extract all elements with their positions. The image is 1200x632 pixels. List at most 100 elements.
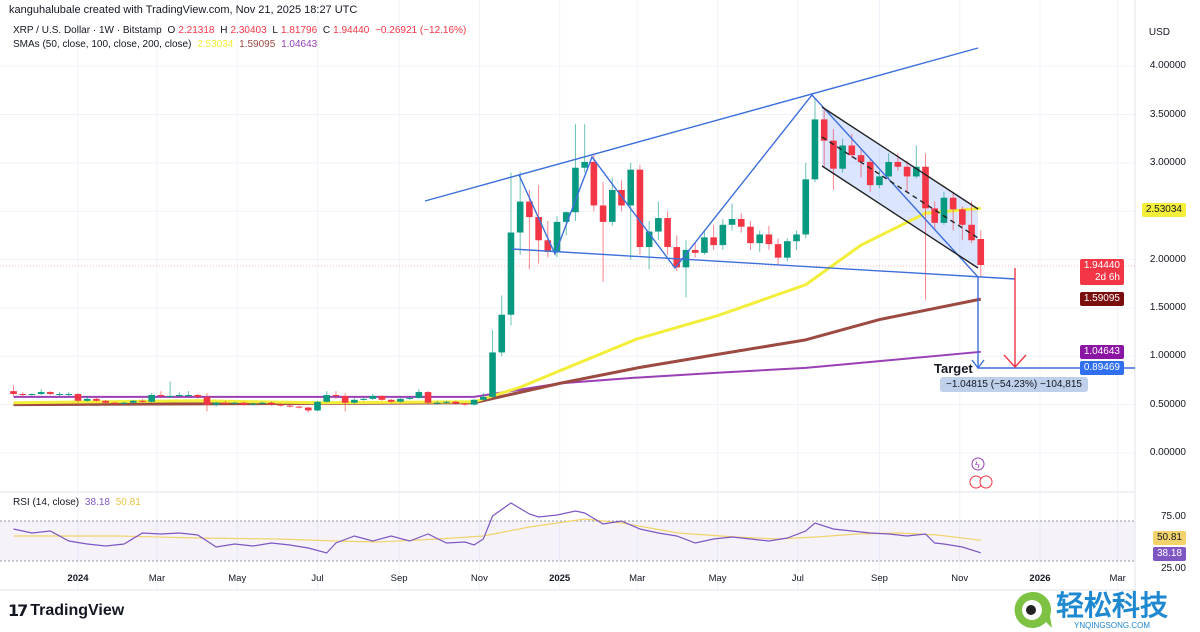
candle[interactable]	[480, 393, 487, 401]
candle[interactable]	[940, 191, 948, 225]
channel-lower[interactable]	[821, 165, 979, 269]
candle[interactable]	[526, 189, 533, 270]
candle[interactable]	[977, 230, 985, 278]
candle[interactable]	[489, 330, 496, 398]
candle[interactable]	[784, 238, 791, 262]
candle[interactable]	[747, 220, 754, 250]
candle[interactable]	[931, 201, 939, 231]
candle[interactable]	[470, 398, 478, 406]
candle[interactable]	[737, 213, 745, 233]
candle[interactable]	[378, 394, 386, 401]
candle[interactable]	[627, 162, 635, 260]
candle[interactable]	[682, 240, 690, 298]
candle[interactable]	[369, 394, 377, 400]
candle[interactable]	[452, 400, 459, 405]
candle[interactable]	[166, 381, 174, 398]
candle[interactable]	[295, 405, 303, 409]
candle[interactable]	[47, 391, 54, 395]
candle[interactable]	[599, 182, 607, 282]
neckline[interactable]	[511, 248, 1016, 280]
candle[interactable]	[756, 230, 763, 252]
candle[interactable]	[433, 400, 441, 405]
candle[interactable]	[839, 138, 846, 173]
candle[interactable]	[19, 392, 27, 397]
sma50-line[interactable]	[13, 206, 981, 405]
candle[interactable]	[912, 145, 920, 179]
candle[interactable]	[74, 393, 82, 403]
candle[interactable]	[701, 230, 708, 255]
candle[interactable]	[581, 124, 588, 173]
candle[interactable]	[572, 124, 579, 221]
candle[interactable]	[811, 99, 819, 183]
candle[interactable]	[959, 206, 966, 241]
candle[interactable]	[37, 389, 45, 395]
candle[interactable]	[424, 391, 432, 404]
candle[interactable]	[765, 225, 773, 250]
candle[interactable]	[922, 153, 929, 301]
candle[interactable]	[645, 220, 653, 270]
candle[interactable]	[830, 129, 837, 190]
candle[interactable]	[194, 394, 202, 399]
candle[interactable]	[360, 397, 367, 401]
candle[interactable]	[498, 295, 506, 357]
candle[interactable]	[968, 201, 975, 244]
rsi-ma-line[interactable]	[13, 518, 981, 543]
candle[interactable]	[120, 401, 128, 405]
candle[interactable]	[461, 402, 469, 406]
candle[interactable]	[305, 406, 312, 413]
candle[interactable]	[139, 398, 146, 403]
channel-mid[interactable]	[821, 136, 979, 239]
candle[interactable]	[553, 216, 561, 258]
candle[interactable]	[314, 400, 321, 412]
candle[interactable]	[111, 401, 119, 405]
candle[interactable]	[710, 224, 717, 250]
candle[interactable]	[277, 403, 284, 407]
candle[interactable]	[793, 230, 800, 250]
measure-label[interactable]: −1.04815 (−54.23%) −104,815	[940, 377, 1088, 392]
candle[interactable]	[507, 172, 515, 326]
channel-upper[interactable]	[821, 106, 979, 210]
candle[interactable]	[802, 162, 810, 239]
candle[interactable]	[443, 400, 450, 404]
candle[interactable]	[286, 404, 294, 408]
candle[interactable]	[949, 191, 957, 231]
candle[interactable]	[876, 170, 883, 189]
candle[interactable]	[691, 242, 699, 258]
us-flag-icon-2[interactable]	[979, 475, 993, 489]
candle[interactable]	[129, 399, 137, 404]
rsi-line[interactable]	[13, 502, 981, 554]
candle[interactable]	[664, 211, 671, 255]
candle[interactable]	[655, 201, 662, 241]
candle[interactable]	[83, 395, 91, 402]
pattern-zigzag[interactable]	[518, 93, 979, 278]
candle[interactable]	[728, 203, 736, 231]
candle[interactable]	[102, 399, 109, 404]
candle[interactable]	[516, 171, 524, 255]
candle[interactable]	[249, 402, 257, 406]
candle[interactable]	[866, 158, 874, 192]
candle[interactable]	[157, 391, 165, 398]
candle[interactable]	[185, 391, 192, 397]
candle[interactable]	[222, 400, 229, 405]
candle[interactable]	[590, 153, 598, 212]
candle[interactable]	[885, 153, 892, 179]
sma200-line[interactable]	[13, 350, 981, 398]
candle[interactable]	[351, 397, 358, 404]
candle[interactable]	[406, 396, 413, 400]
candle[interactable]	[203, 393, 211, 412]
lightning-icon[interactable]	[971, 457, 985, 471]
candle[interactable]	[231, 401, 238, 405]
candle[interactable]	[10, 385, 17, 396]
candle[interactable]	[148, 393, 155, 403]
candle[interactable]	[258, 401, 266, 405]
candle[interactable]	[332, 391, 340, 399]
candle[interactable]	[56, 392, 63, 396]
candle[interactable]	[93, 397, 100, 402]
candle[interactable]	[176, 392, 183, 397]
candle[interactable]	[903, 160, 911, 192]
tradingview-logo[interactable]: 𝟭𝟳 TradingView	[8, 601, 124, 621]
candle[interactable]	[636, 164, 644, 255]
candle[interactable]	[65, 392, 73, 396]
candle[interactable]	[774, 238, 782, 265]
